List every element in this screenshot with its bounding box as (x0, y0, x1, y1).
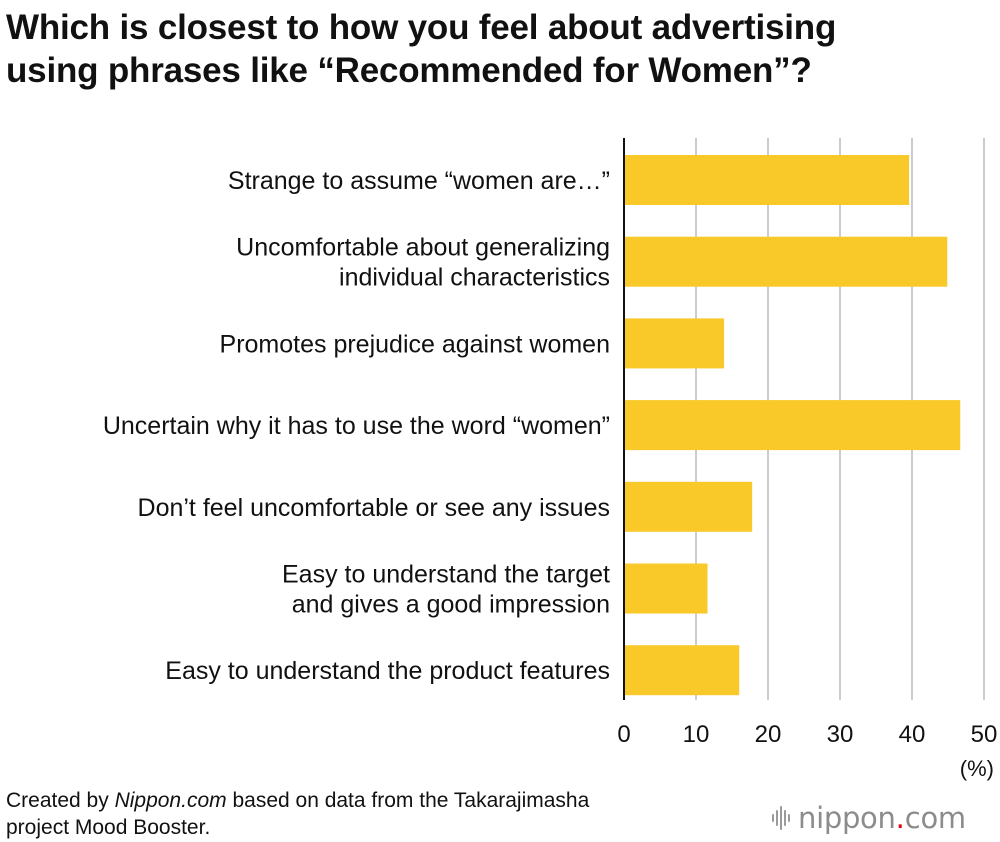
bar (624, 236, 948, 287)
category-label: and gives a good impression (292, 591, 610, 619)
brand-dot: . (895, 801, 905, 835)
category-label: Don’t feel uncomfortable or see any issu… (138, 494, 610, 522)
tick-labels: 0 10 20 30 40 50 (617, 721, 997, 748)
brand-tld: com (904, 801, 966, 835)
chart-title: Which is closest to how you feel about a… (6, 6, 991, 92)
x-tick-label: 50 (971, 721, 998, 748)
nippon-logo: nippon. com (772, 800, 966, 836)
bar-chart: Strange to assume “women are…” Uncomforta… (103, 138, 997, 781)
chart-title-line-1: Which is closest to how you feel about a… (6, 8, 837, 47)
category-label: individual characteristics (339, 264, 610, 292)
chart-title-line-2: using phrases like “Recommended for Wome… (6, 51, 812, 90)
x-tick-label: 0 (617, 721, 630, 748)
source-suffix: based on data from the Takarajimasha (226, 789, 590, 812)
x-tick-label: 40 (899, 721, 926, 748)
category-label: Uncomfortable about generalizing (236, 234, 610, 262)
x-tick-label: 20 (755, 721, 782, 748)
category-label: Easy to understand the target (282, 561, 610, 589)
category-label: Easy to understand the product features (165, 657, 610, 685)
bar (624, 481, 753, 532)
bar (624, 318, 725, 369)
x-axis-unit: (%) (960, 756, 994, 781)
sound-wave-icon (772, 803, 792, 833)
category-label: Uncertain why it has to use the word “wo… (103, 412, 610, 440)
category-labels: Strange to assume “women are…” Uncomforta… (103, 167, 610, 685)
category-label: Strange to assume “women are…” (228, 167, 610, 195)
bar (624, 400, 961, 451)
source-site: Nippon.com (114, 789, 227, 812)
bars (624, 155, 961, 696)
bar (624, 645, 740, 696)
brand-name: nippon (798, 801, 896, 835)
source-note: Created by Nippon.com based on data from… (6, 787, 766, 841)
bar (624, 563, 708, 614)
source-prefix: Created by (6, 789, 115, 812)
source-line-1: Created by Nippon.com based on data from… (6, 787, 766, 814)
category-label: Promotes prejudice against women (220, 330, 610, 358)
source-line-2: project Mood Booster. (6, 816, 211, 839)
bar (624, 155, 910, 205)
x-tick-label: 10 (683, 721, 710, 748)
x-tick-label: 30 (827, 721, 854, 748)
